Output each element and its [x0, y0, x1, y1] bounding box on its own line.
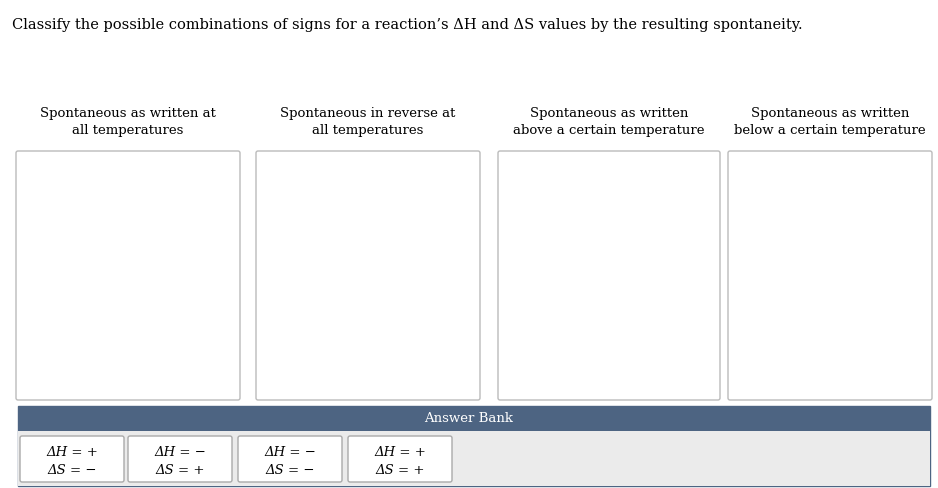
- Text: Spontaneous as written: Spontaneous as written: [530, 107, 688, 120]
- Text: ΔH = −: ΔH = −: [154, 446, 206, 459]
- FancyBboxPatch shape: [16, 151, 240, 400]
- Text: ΔS = +: ΔS = +: [156, 464, 204, 476]
- FancyBboxPatch shape: [348, 436, 452, 482]
- FancyBboxPatch shape: [498, 151, 720, 400]
- Text: Spontaneous as written: Spontaneous as written: [750, 107, 909, 120]
- FancyBboxPatch shape: [18, 431, 930, 486]
- Text: ΔS = −: ΔS = −: [265, 464, 315, 476]
- Text: all temperatures: all temperatures: [312, 124, 424, 137]
- Text: ΔH = +: ΔH = +: [46, 446, 98, 459]
- FancyBboxPatch shape: [256, 151, 480, 400]
- FancyBboxPatch shape: [20, 436, 124, 482]
- Text: above a certain temperature: above a certain temperature: [513, 124, 704, 137]
- Text: Answer Bank: Answer Bank: [425, 412, 513, 425]
- Text: all temperatures: all temperatures: [72, 124, 184, 137]
- Text: ΔH = +: ΔH = +: [374, 446, 426, 459]
- Text: Spontaneous as written at: Spontaneous as written at: [40, 107, 216, 120]
- Text: ΔH = −: ΔH = −: [265, 446, 316, 459]
- FancyBboxPatch shape: [18, 406, 930, 486]
- FancyBboxPatch shape: [128, 436, 232, 482]
- Text: below a certain temperature: below a certain temperature: [734, 124, 926, 137]
- Text: ΔS = +: ΔS = +: [375, 464, 425, 476]
- FancyBboxPatch shape: [238, 436, 342, 482]
- Text: Spontaneous in reverse at: Spontaneous in reverse at: [280, 107, 456, 120]
- Text: Classify the possible combinations of signs for a reaction’s ΔH and ΔS values by: Classify the possible combinations of si…: [12, 18, 803, 32]
- FancyBboxPatch shape: [728, 151, 932, 400]
- Text: ΔS = −: ΔS = −: [47, 464, 97, 476]
